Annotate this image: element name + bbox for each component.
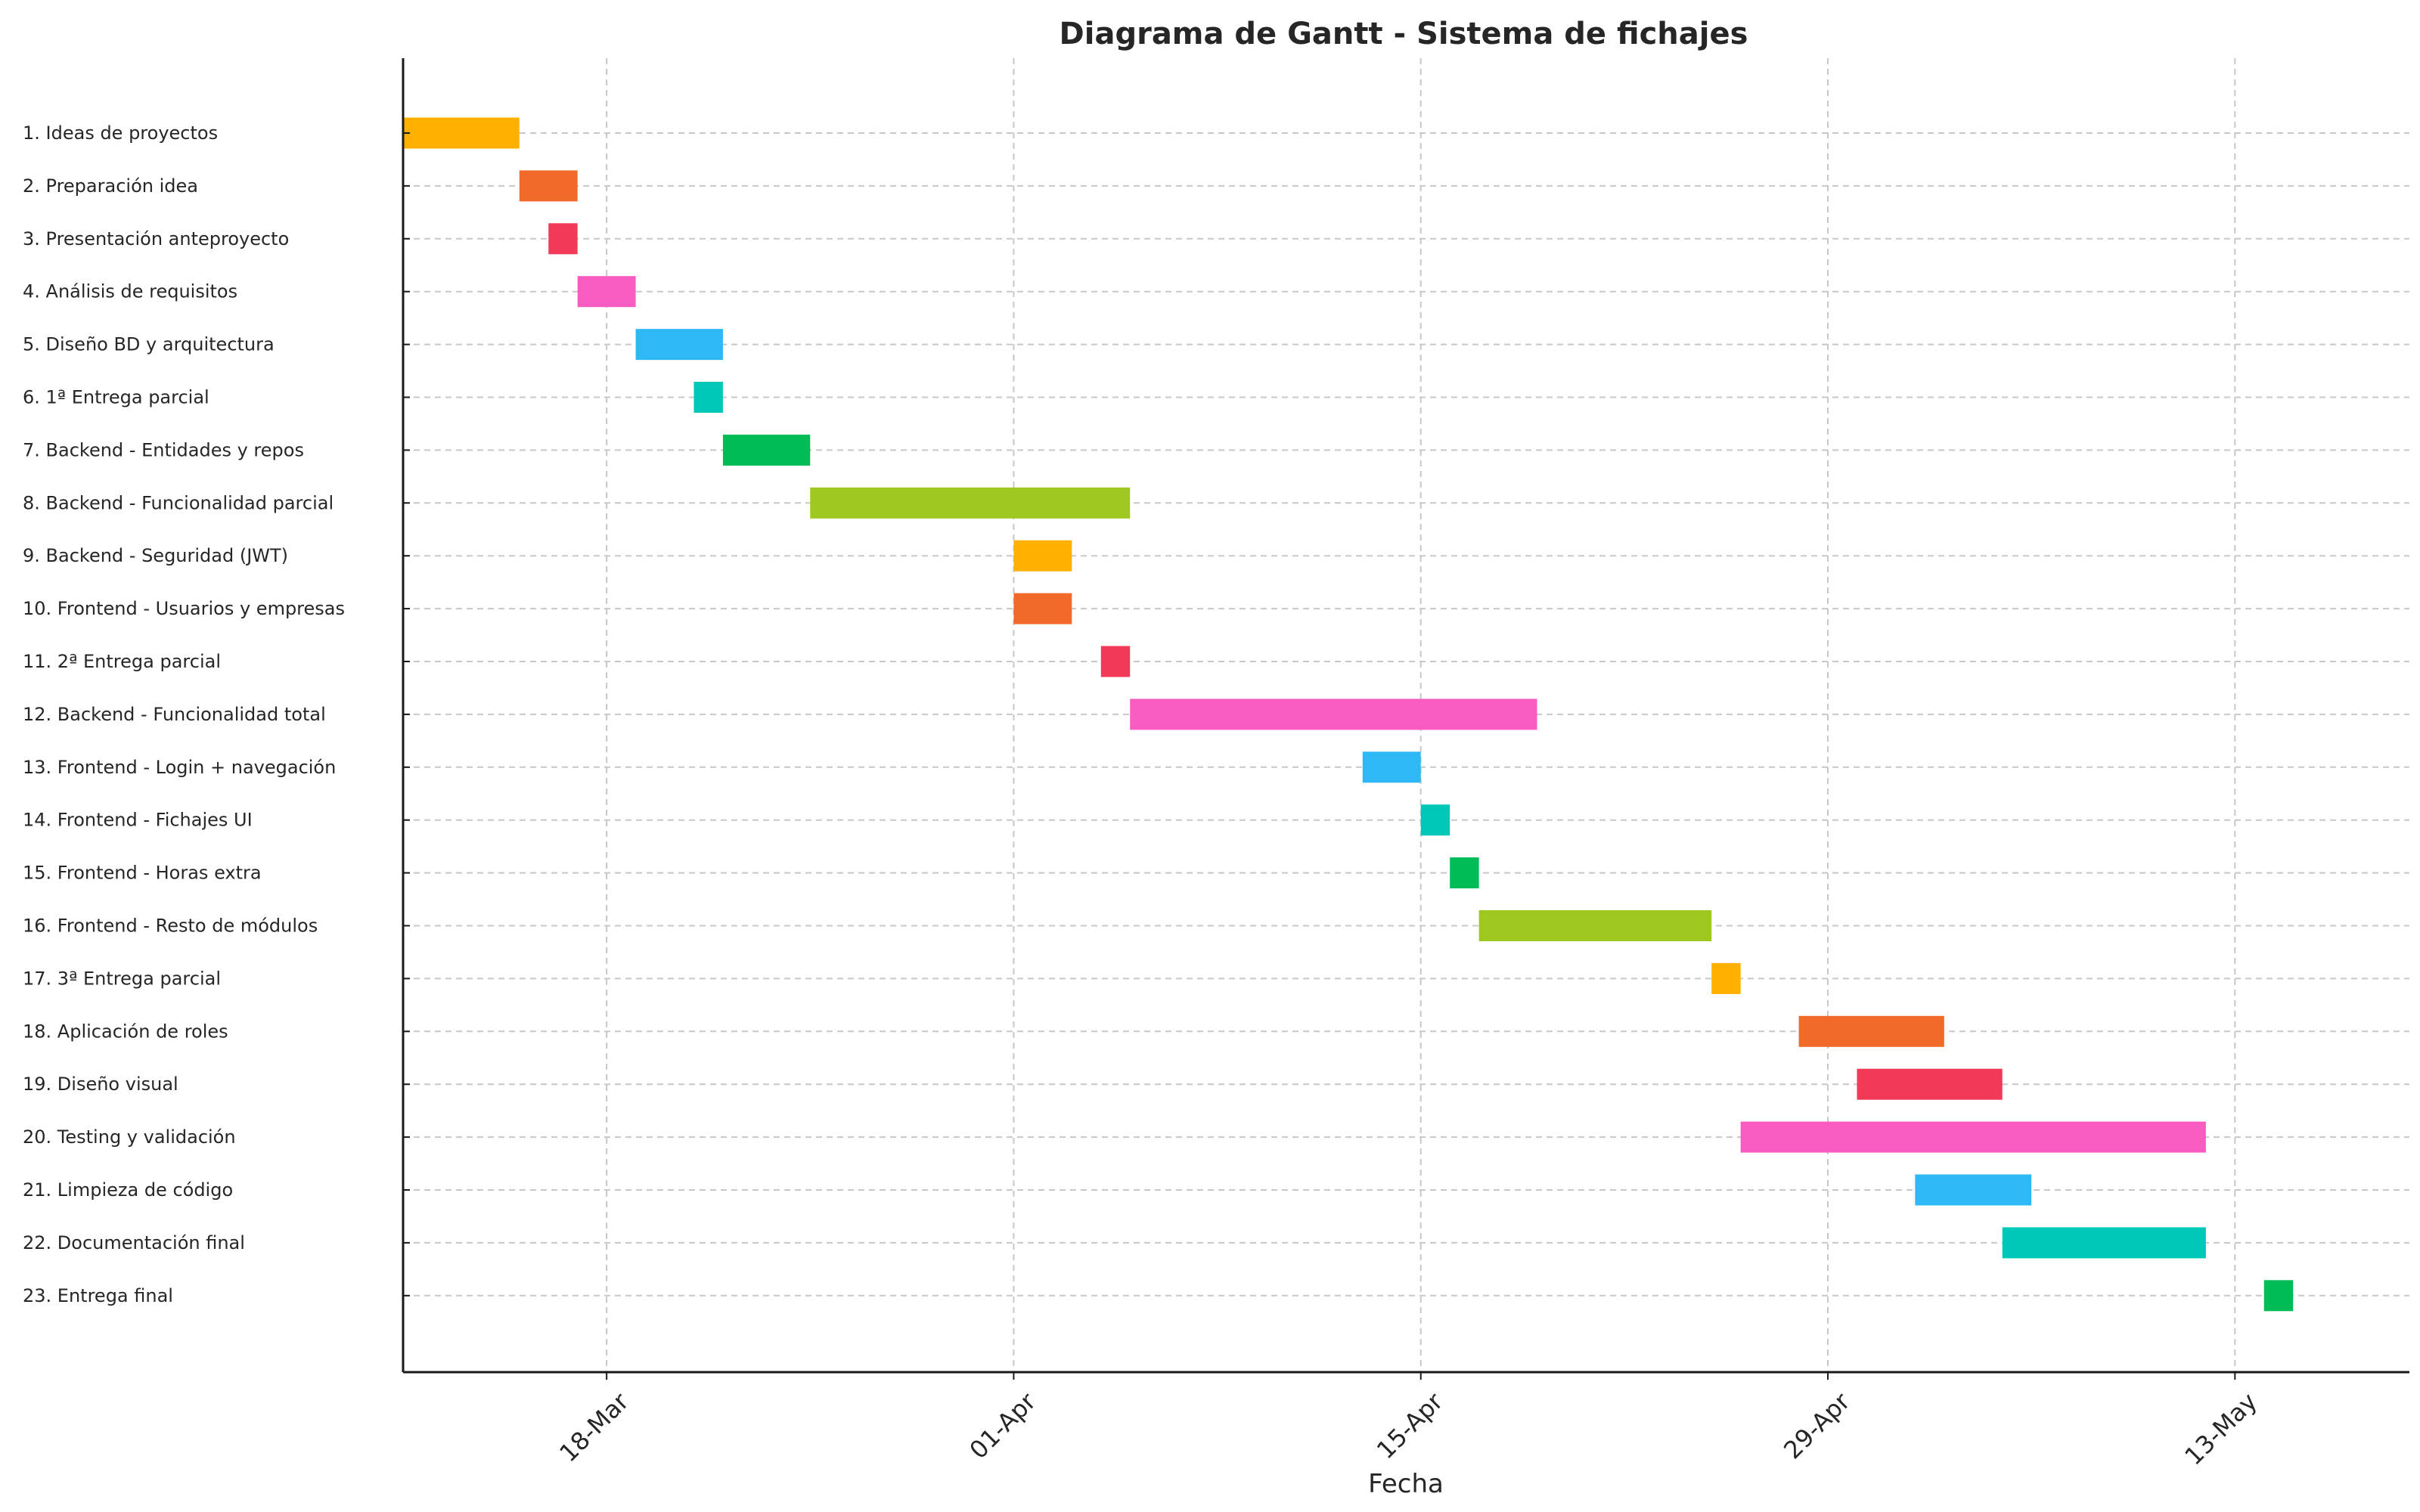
task-label: 14. Frontend - Fichajes UI xyxy=(23,810,253,831)
task-label: 1. Ideas de proyectos xyxy=(23,122,218,144)
task-label: 20. Testing y validación xyxy=(23,1126,236,1148)
task-bar xyxy=(722,434,811,466)
task-label: 21. Limpieza de código xyxy=(23,1179,233,1201)
task-bar xyxy=(1740,1121,2206,1153)
task-bar xyxy=(693,382,723,413)
task-bar xyxy=(1100,646,1131,677)
x-tick-label: 29-Apr xyxy=(1778,1387,1856,1464)
task-bar xyxy=(548,223,578,255)
task-label: 22. Documentación final xyxy=(23,1232,245,1253)
task-labels: 1. Ideas de proyectos 2. Preparación idea… xyxy=(23,122,410,1306)
task-bars xyxy=(403,117,2294,1312)
task-label: 19. Diseño visual xyxy=(23,1074,178,1095)
task-label: 4. Análisis de requisitos xyxy=(23,281,237,302)
task-bar xyxy=(1711,962,1741,994)
task-label: 5. Diseño BD y arquitectura xyxy=(23,334,275,355)
task-label: 6. 1ª Entrega parcial xyxy=(23,387,209,408)
task-label: 18. Aplicación de roles xyxy=(23,1021,228,1042)
task-bar xyxy=(2263,1280,2294,1312)
task-label: 13. Frontend - Login + navegación xyxy=(23,757,336,778)
task-bar xyxy=(519,170,578,202)
task-label: 11. 2ª Entrega parcial xyxy=(23,651,221,672)
task-label: 16. Frontend - Resto de módulos xyxy=(23,916,318,937)
task-bar xyxy=(577,276,636,308)
task-bar xyxy=(1478,910,1712,941)
task-bar xyxy=(1013,540,1072,572)
task-bar xyxy=(1130,699,1537,730)
task-bar xyxy=(403,117,520,149)
task-label: 3. Presentación anteproyecto xyxy=(23,228,289,249)
x-tick-label: 01-Apr xyxy=(964,1387,1042,1464)
task-label: 8. Backend - Funcionalidad parcial xyxy=(23,492,334,513)
task-label: 10. Frontend - Usuarios y empresas xyxy=(23,598,345,619)
task-bar xyxy=(1013,593,1072,624)
task-bar xyxy=(1362,751,1421,783)
task-label: 2. Preparación idea xyxy=(23,175,198,197)
task-label: 17. 3ª Entrega parcial xyxy=(23,968,221,989)
task-label: 23. Entrega final xyxy=(23,1285,173,1306)
task-label: 9. Backend - Seguridad (JWT) xyxy=(23,545,288,566)
task-bar xyxy=(1915,1174,2032,1206)
chart-title: Diagrama de Gantt - Sistema de fichajes xyxy=(1060,17,1748,51)
x-tick-label: 15-Apr xyxy=(1371,1387,1449,1464)
task-label: 12. Backend - Funcionalidad total xyxy=(23,704,326,725)
x-axis-ticks: 18-Mar 01-Apr 15-Apr 29-Apr 13-May xyxy=(554,1372,2263,1470)
x-axis-title: Fecha xyxy=(1368,1469,1444,1499)
task-bar xyxy=(635,329,723,361)
x-tick-label: 18-Mar xyxy=(554,1387,634,1467)
task-bar xyxy=(1857,1068,2003,1100)
x-tick-label: 13-May xyxy=(2179,1387,2263,1471)
task-bar xyxy=(1798,1015,1944,1047)
task-label: 15. Frontend - Horas extra xyxy=(23,863,262,884)
task-bar xyxy=(810,487,1131,519)
task-label: 7. Backend - Entidades y repos xyxy=(23,439,304,460)
task-bar xyxy=(1420,804,1450,836)
task-bar xyxy=(1450,857,1479,889)
task-bar xyxy=(2002,1227,2206,1259)
